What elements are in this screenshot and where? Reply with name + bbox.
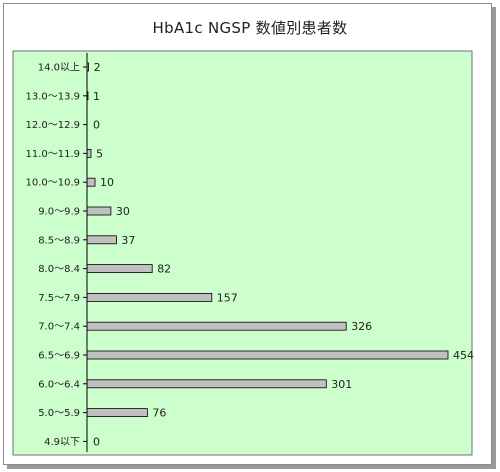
- bar-7: [86, 264, 153, 274]
- y-ticks-group: [83, 66, 87, 442]
- bars-group: [86, 62, 449, 418]
- category-label-9: 7.0～7.4: [38, 322, 80, 333]
- plot-area: [12, 50, 473, 456]
- category-label-0: 14.0以上: [38, 62, 80, 74]
- category-label-6: 8.5～8.9: [38, 235, 80, 246]
- value-label-10: 454: [453, 349, 474, 362]
- value-label-12: 76: [152, 407, 166, 420]
- bar-6: [86, 235, 117, 245]
- value-label-4: 10: [100, 176, 114, 189]
- value-label-8: 157: [217, 291, 238, 304]
- value-label-5: 30: [116, 205, 130, 218]
- bar-10: [86, 350, 449, 360]
- category-label-13: 4.9以下: [44, 437, 80, 448]
- bar-4: [86, 177, 96, 187]
- bar-9: [86, 321, 347, 331]
- value-label-3: 5: [96, 147, 103, 160]
- value-label-0: 2: [94, 61, 101, 74]
- bar-5: [86, 206, 112, 216]
- bar-12: [86, 408, 148, 418]
- category-label-1: 13.0～13.9: [25, 91, 80, 102]
- value-label-2: 0: [93, 119, 100, 132]
- value-label-11: 301: [331, 378, 352, 391]
- bar-3: [86, 148, 92, 158]
- bar-11: [86, 379, 327, 389]
- category-label-10: 6.5～6.9: [38, 351, 80, 362]
- category-label-12: 5.0～5.9: [38, 408, 80, 419]
- chart-title: HbA1c NGSP 数値別患者数: [152, 19, 348, 37]
- category-label-3: 11.0～11.9: [25, 149, 80, 160]
- category-label-2: 12.0～12.9: [25, 120, 80, 131]
- category-label-8: 7.5～7.9: [38, 293, 80, 304]
- category-label-4: 10.0～10.9: [25, 178, 80, 189]
- value-label-7: 82: [157, 263, 171, 276]
- category-label-11: 6.0～6.4: [38, 379, 80, 390]
- bar-8: [86, 292, 213, 302]
- value-label-1: 1: [93, 90, 100, 103]
- value-label-13: 0: [93, 435, 100, 448]
- category-label-7: 8.0～8.4: [38, 264, 80, 275]
- category-label-5: 9.0～9.9: [38, 207, 80, 218]
- category-labels-group: 14.0以上 13.0～13.9 12.0～12.9 11.0～11.9 10.0～10…: [25, 62, 80, 448]
- value-label-9: 326: [351, 320, 372, 333]
- value-label-6: 37: [121, 234, 135, 247]
